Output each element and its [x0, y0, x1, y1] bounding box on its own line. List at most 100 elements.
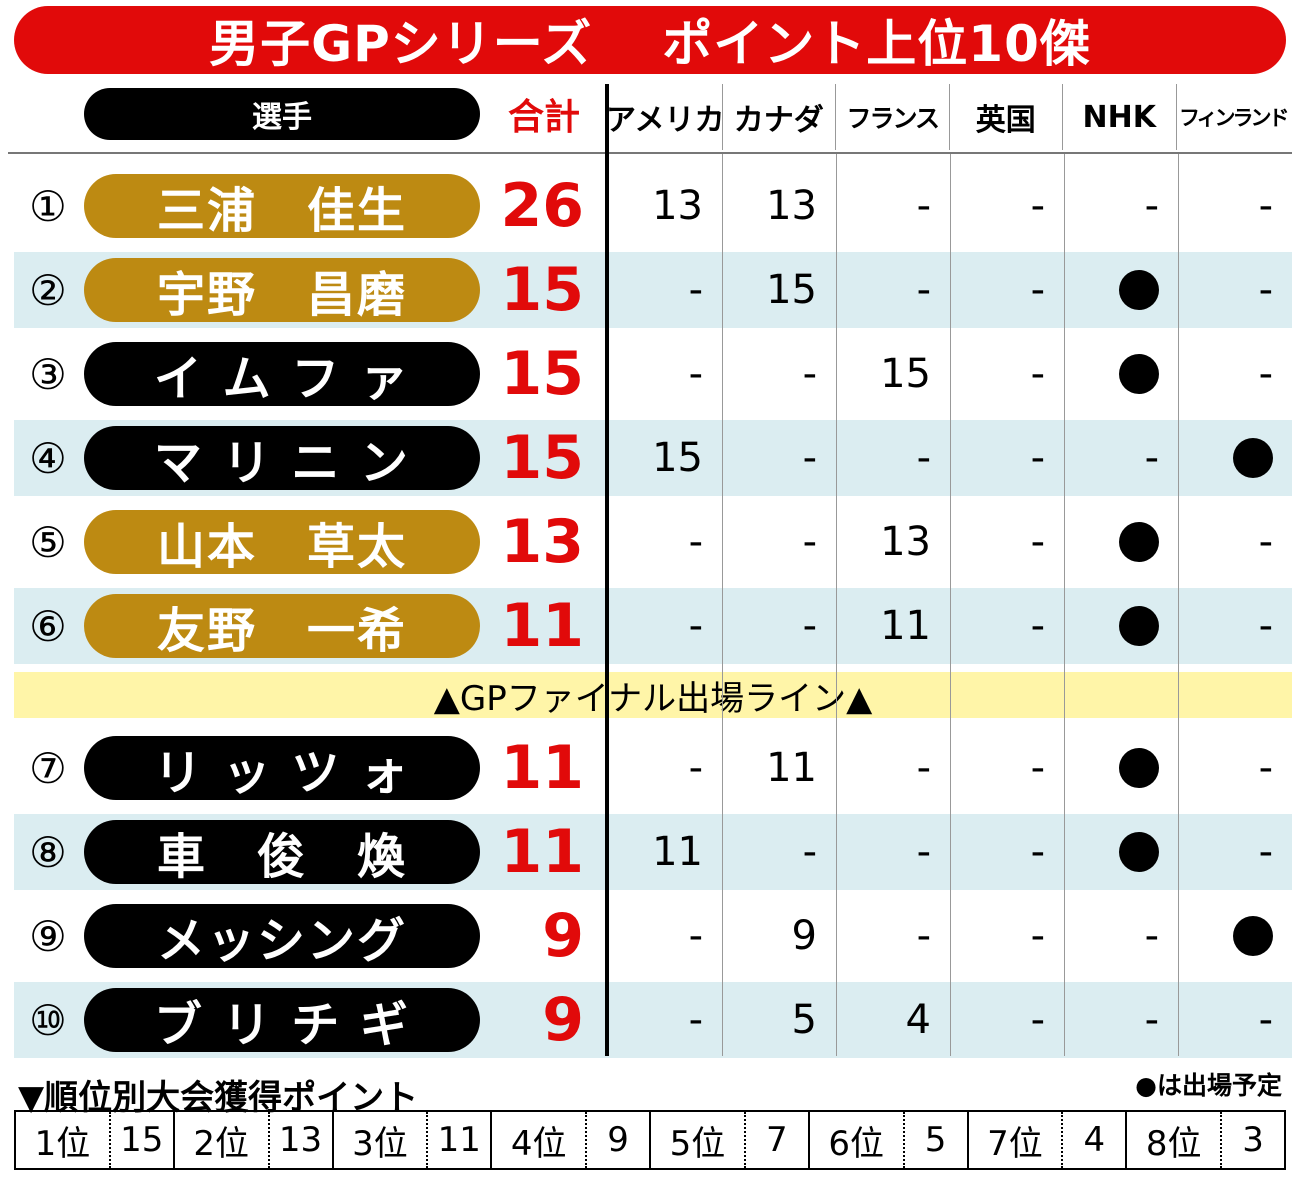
scheduled-entry-cell [1179, 898, 1293, 974]
placement-points: 7 [765, 1120, 788, 1160]
placement-label: 6位 [810, 1112, 905, 1168]
rank-number: ⑦ [29, 743, 67, 793]
title-bar: 男子GPシリーズ ポイント上位10傑 [14, 6, 1286, 74]
table-row: ⑨ メッシング 9 - 9 - - - [14, 898, 1292, 974]
event-points-cell: - [1030, 603, 1045, 649]
event-points-cell: - [688, 351, 703, 397]
points-table-entry: 2位 13 [175, 1112, 334, 1168]
table-row: ⑦ リ ッ ツ ォ 11 - 11 - - - [14, 730, 1292, 806]
scheduled-dot-icon [1233, 916, 1273, 956]
placement-points: 5 [924, 1120, 947, 1160]
placement-label: 3位 [334, 1112, 429, 1168]
event-points-cell: - [1030, 183, 1045, 229]
table-row: ② 宇野 昌磨 15 - 15 - - - [14, 252, 1292, 328]
title-left: 男子GPシリーズ [209, 15, 593, 73]
table-row: ⑧ 車 俊 煥 11 11 - - - - [14, 814, 1292, 890]
total-points: 13 [500, 507, 585, 577]
player-name: ブ リ チ ギ [84, 988, 480, 1053]
points-table-entry: 7位 4 [969, 1112, 1128, 1168]
player-name: リ ッ ツ ォ [84, 736, 480, 801]
placement-label: 4位 [492, 1112, 588, 1168]
rank-number: ⑤ [29, 517, 67, 567]
placement-label: 7位 [969, 1112, 1064, 1168]
player-name: 宇野 昌磨 [84, 258, 480, 323]
scheduled-dot-icon [1119, 522, 1159, 562]
player-name: 友野 一希 [84, 594, 480, 659]
event-points-cell: - [916, 913, 931, 959]
header-event-france: フランス [836, 84, 950, 150]
table-main-divider [605, 84, 609, 1056]
points-table-entry: 1位 15 [16, 1112, 175, 1168]
scheduled-entry-cell [1065, 814, 1179, 890]
final-qualification-line: ▲GPファイナル出場ライン▲ [14, 672, 1292, 719]
event-points-cell: - [1144, 913, 1159, 959]
placement-label: 2位 [175, 1112, 270, 1168]
event-points-cell: - [802, 829, 817, 875]
table-row: ⑤ 山本 草太 13 - - 13 - - [14, 504, 1292, 580]
table-row: ④ マ リ ニ ン 15 15 - - - - [14, 420, 1292, 496]
rank-number: ① [29, 181, 67, 231]
event-points-cell: 11 [766, 745, 817, 791]
event-points-cell: - [1030, 519, 1045, 565]
placement-label: 5位 [651, 1112, 746, 1168]
event-points-cell: - [1144, 183, 1159, 229]
event-points-cell: - [1258, 829, 1273, 875]
rank-number: ④ [29, 433, 67, 483]
event-points-cell: 4 [905, 997, 931, 1043]
event-points-cell: - [688, 913, 703, 959]
event-points-cell: - [802, 351, 817, 397]
scheduled-entry-cell [1065, 588, 1179, 664]
event-points-cell: - [802, 435, 817, 481]
total-points: 26 [500, 171, 585, 241]
event-points-cell: 13 [766, 183, 817, 229]
event-points-cell: - [916, 183, 931, 229]
column-divider [1064, 154, 1065, 1056]
event-points-cell: 13 [652, 183, 703, 229]
header-events: アメリカ カナダ フランス 英国 NHK フィンランド [609, 84, 1289, 150]
header-event-uk: 英国 [950, 84, 1063, 150]
points-table-entry: 6位 5 [810, 1112, 969, 1168]
header-event-finland: フィンランド [1178, 106, 1289, 130]
scheduled-dot-icon [1119, 354, 1159, 394]
header-player: 選手 [84, 88, 480, 140]
table-row: ⑩ ブ リ チ ギ 9 - 5 4 - - - [14, 982, 1292, 1058]
total-points: 15 [500, 255, 585, 325]
event-points-cell: - [1144, 997, 1159, 1043]
event-points-cell: - [1258, 745, 1273, 791]
header-event-usa: アメリカ [609, 84, 723, 150]
event-points-cell: - [1030, 997, 1045, 1043]
points-table-entry: 3位 11 [334, 1112, 493, 1168]
placement-points: 15 [120, 1120, 164, 1160]
event-points-cell: - [1258, 997, 1273, 1043]
event-points-cell: - [1258, 519, 1273, 565]
event-points-cell: 9 [791, 913, 817, 959]
player-name: 山本 草太 [84, 510, 480, 575]
points-table: 1位 15 2位 13 3位 11 4位 9 5位 7 6位 5 7位 4 8位 3 [14, 1110, 1286, 1170]
rank-number: ⑧ [29, 827, 67, 877]
player-name: マ リ ニ ン [84, 426, 480, 491]
event-points-cell: - [688, 997, 703, 1043]
scheduled-dot-icon [1233, 438, 1273, 478]
total-points: 11 [500, 733, 585, 803]
placement-points: 13 [278, 1120, 323, 1160]
table-row: ① 三浦 佳生 26 13 13 - - - - [14, 168, 1292, 244]
column-divider [722, 154, 723, 1056]
event-points-cell: 15 [880, 351, 931, 397]
placement-points: 9 [607, 1120, 629, 1160]
total-points: 9 [542, 985, 584, 1055]
placement-points: 11 [437, 1120, 481, 1160]
event-points-cell: - [1258, 183, 1273, 229]
event-points-cell: - [1030, 435, 1045, 481]
header-total: 合計 [507, 97, 580, 138]
rank-number: ③ [29, 349, 67, 399]
points-table-entry: 4位 9 [492, 1112, 651, 1168]
placement-label: 1位 [16, 1112, 111, 1168]
event-points-cell: - [1258, 267, 1273, 313]
placement-label: 8位 [1127, 1112, 1223, 1168]
scheduled-entry-cell [1065, 336, 1179, 412]
header-event-nhk: NHK [1063, 84, 1177, 150]
total-points: 15 [500, 423, 585, 493]
event-points-cell: - [1030, 267, 1045, 313]
player-name: イ ム フ ァ [84, 342, 480, 407]
total-points: 15 [500, 339, 585, 409]
